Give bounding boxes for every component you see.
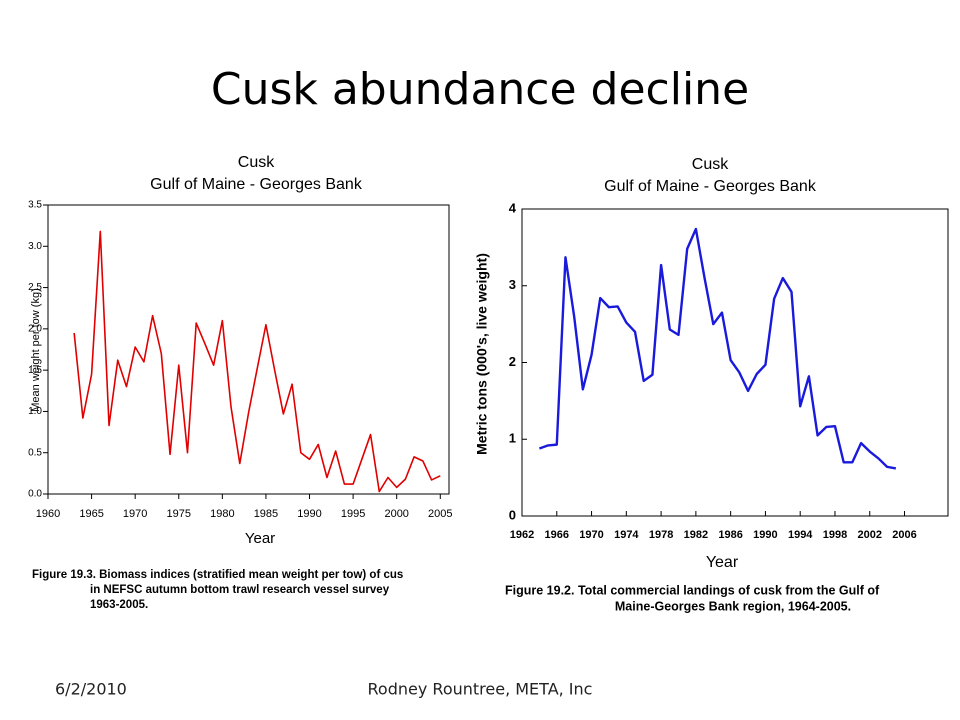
y-tick-label: 1.5 [28,365,42,376]
x-tick-label: 1960 [36,508,60,520]
x-tick-label: 1974 [614,529,639,541]
x-tick-label: 1985 [254,508,278,520]
x-tick-label: 1965 [79,508,103,520]
y-tick-label: 0.5 [28,447,42,458]
y-tick-label: 4 [509,200,517,215]
x-tick-label: 1998 [823,529,847,541]
y-tick-label: 2.0 [28,323,42,334]
chart-subtitle: Gulf of Maine - Georges Bank [604,178,817,195]
y-axis-label: Mean weight per tow (kg) [30,288,42,412]
y-tick-label: 1.0 [28,406,42,417]
y-axis-label: Metric tons (000's, live weight) [474,253,490,455]
x-tick-label: 1995 [341,508,365,520]
plot-frame [521,208,949,517]
y-tick-label: 0 [509,507,516,522]
figure-caption: in NEFSC autumn bottom trawl research ve… [90,584,390,596]
slide-date: 6/2/2010 [55,680,127,699]
slide-author: Rodney Rountree, META, Inc [368,680,593,699]
figure-caption: 1963-2005. [90,599,148,611]
y-tick-label: 3.5 [28,200,42,211]
chart-title: Cusk [692,156,729,173]
y-tick-label: 3.0 [28,241,42,252]
x-axis-label: Year [245,530,275,547]
x-tick-label: 2002 [858,529,882,541]
x-tick-label: 1980 [210,508,234,520]
x-tick-label: 1978 [649,529,673,541]
chart-subtitle: Gulf of Maine - Georges Bank [150,176,363,193]
x-tick-label: 1990 [753,529,777,541]
y-tick-label: 3 [509,277,516,292]
plot-frame [47,204,450,495]
x-tick-label: 2005 [428,508,452,520]
data-line [73,230,441,493]
y-tick-label: 1 [509,431,516,446]
x-axis-label: Year [706,554,739,571]
figure-caption: Maine-Georges Bank region, 1964-2005. [615,599,851,613]
data-line [538,227,897,470]
x-tick-label: 1982 [684,529,708,541]
y-tick-label: 2 [509,354,516,369]
x-tick-label: 1962 [510,529,534,541]
x-tick-label: 2006 [892,529,916,541]
slide-title: Cusk abundance decline [211,64,749,115]
x-tick-label: 1975 [167,508,191,520]
x-tick-label: 1970 [579,529,603,541]
x-tick-label: 2000 [384,508,408,520]
x-tick-label: 1986 [718,529,742,541]
x-tick-label: 1990 [297,508,321,520]
y-tick-label: 0.0 [28,489,42,500]
chart-title: Cusk [238,154,275,171]
figure-caption: Figure 19.3. Biomass indices (stratified… [32,569,403,581]
y-tick-label: 2.5 [28,282,42,293]
x-tick-label: 1970 [123,508,147,520]
x-tick-label: 1994 [788,529,813,541]
figure-caption: Figure 19.2. Total commercial landings o… [505,583,880,597]
x-tick-label: 1966 [545,529,569,541]
